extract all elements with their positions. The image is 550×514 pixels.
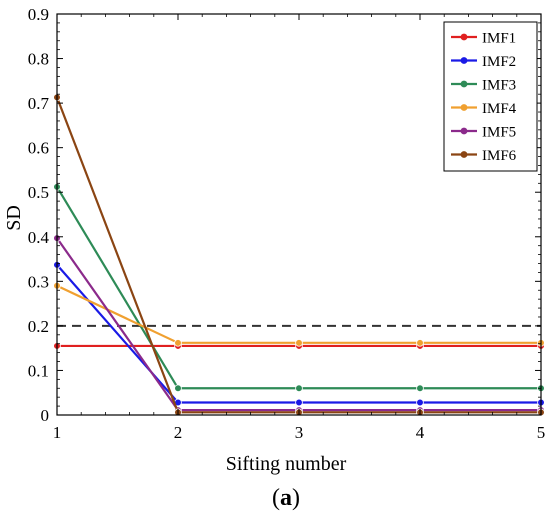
x-tick-label: 2: [174, 423, 183, 442]
point-imf3-4: [416, 384, 424, 393]
y-tick-label: 0.9: [28, 5, 49, 24]
point-imf4-4: [416, 339, 424, 347]
x-tick-label: 3: [295, 423, 304, 442]
y-tick-label: 0.3: [28, 272, 49, 291]
point-imf4-3: [295, 339, 303, 347]
x-tick-label: 4: [416, 423, 425, 442]
x-axis-title: Sifting number: [226, 453, 347, 475]
y-tick-label: 0.4: [28, 228, 50, 247]
point-imf2-3: [295, 398, 303, 407]
legend-label-imf6: IMF6: [482, 148, 517, 164]
series-line-imf4: [56, 284, 541, 344]
legend-marker-imf2: [460, 57, 468, 64]
legend-label-imf1: IMF1: [482, 31, 516, 47]
figure-caption: (a): [272, 485, 300, 511]
caption-close: ): [292, 485, 300, 511]
legend-label-imf4: IMF4: [482, 101, 517, 117]
legend: IMF1 IMF2 IMF3 IMF4 IMF5 IMF6: [443, 21, 538, 172]
legend-marker-imf3: [460, 80, 468, 88]
series-line-imf5: [56, 237, 541, 412]
y-tick-label: 0.5: [28, 183, 49, 202]
caption-open: (: [272, 485, 280, 511]
axes: 0 0.1 0.2 0.3 0.4 0.5 0.6 0.7 0.8 0.9 1 2 3 4 5: [28, 5, 546, 442]
legend-label-imf5: IMF5: [482, 125, 516, 141]
y-tick-label: 0.2: [28, 317, 49, 336]
legend-label-imf2: IMF2: [482, 54, 516, 70]
point-imf3-2: [174, 384, 182, 393]
y-tick-label: 0.7: [28, 94, 50, 113]
legend-marker-imf4: [460, 104, 468, 111]
legend-box: [443, 21, 538, 172]
legend-marker-imf5: [460, 127, 468, 135]
y-tick-label: 0.1: [28, 361, 49, 380]
y-axis-title: SD: [3, 205, 25, 231]
y-tick-label: 0.8: [28, 50, 49, 69]
point-imf4-2: [174, 339, 182, 347]
legend-marker-imf6: [460, 151, 468, 158]
point-imf2-4: [416, 398, 424, 407]
y-tick-label: 0.6: [28, 139, 49, 158]
caption-letter: a: [280, 485, 292, 511]
x-tick-label: 1: [53, 423, 62, 442]
legend-label-imf3: IMF3: [482, 78, 516, 94]
point-imf3-3: [295, 384, 303, 393]
y-tick-label: 0: [41, 406, 50, 425]
x-tick-label: 5: [537, 423, 546, 442]
legend-marker-imf1: [460, 33, 468, 41]
